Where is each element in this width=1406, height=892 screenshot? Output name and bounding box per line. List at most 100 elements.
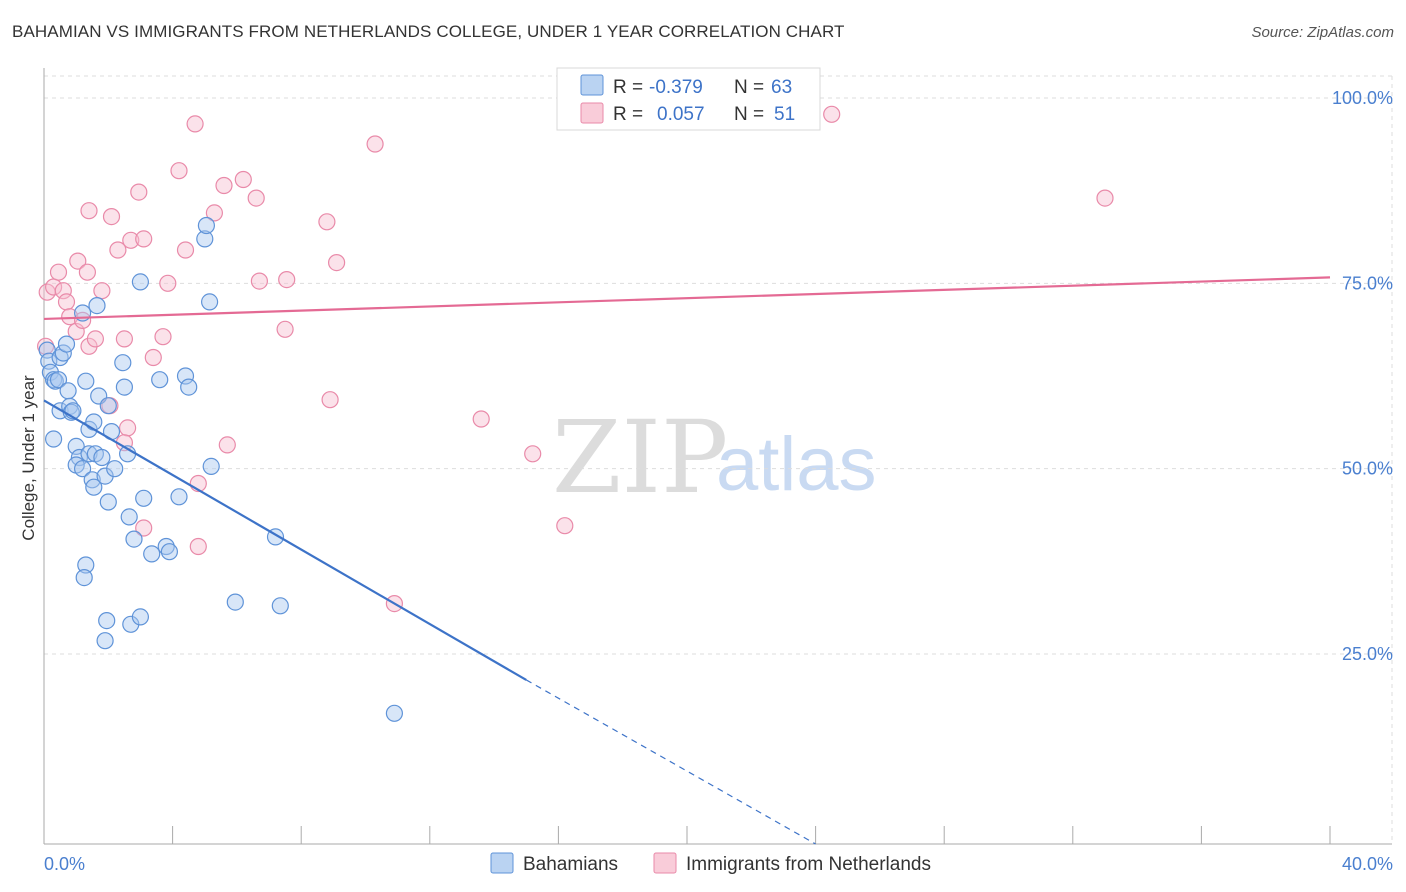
bahamian-point (59, 382, 77, 400)
x-tick-label: 40.0% (1342, 854, 1393, 874)
bahamian-point (131, 273, 149, 291)
bahamian-point (85, 413, 103, 431)
bahamian-point (271, 597, 289, 615)
netherlands-point (159, 274, 177, 292)
netherlands-point (61, 308, 79, 326)
netherlands-point (247, 189, 265, 207)
netherlands-point (69, 252, 87, 270)
netherlands-point (135, 519, 153, 537)
netherlands-point (328, 254, 346, 272)
netherlands-point (234, 170, 252, 189)
source-credit: Source: ZipAtlas.com (1251, 24, 1394, 41)
netherlands-point (80, 202, 98, 220)
netherlands-point (122, 231, 140, 249)
bahamian-point (197, 216, 215, 235)
bahamian-point (96, 632, 114, 650)
stats-r-label-1: R = (613, 77, 643, 98)
trend-line-bahamians (43, 399, 527, 681)
netherlands-point (130, 183, 148, 201)
watermark: ZIP atlas (552, 399, 877, 516)
netherlands-point (278, 271, 296, 289)
stats-swatch-bahamians (580, 74, 604, 96)
netherlands-point (318, 213, 336, 231)
stats-n-label-1: N = (734, 77, 764, 98)
stats-r-label-2: R = (613, 104, 643, 125)
watermark-zip: ZIP (552, 399, 728, 516)
stats-n-label-2: N = (734, 104, 764, 125)
bahamian-point (75, 568, 93, 587)
stats-r-value-2: 0.057 (657, 104, 705, 125)
netherlands-point (823, 105, 841, 123)
netherlands-point (205, 204, 223, 222)
bahamian-point (201, 293, 219, 311)
netherlands-point (57, 293, 76, 311)
legend-label-bahamians: Bahamians (523, 854, 618, 875)
bahamian-point (135, 489, 153, 507)
bahamian-point (115, 378, 134, 396)
legend-swatch-bahamians (490, 852, 514, 874)
tick-labels: 100.0% 75.0% 50.0% 25.0% 0.0% 40.0% (44, 88, 1393, 874)
netherlands-point (250, 272, 268, 290)
netherlands-point (93, 282, 111, 300)
legend-label-netherlands: Immigrants from Netherlands (686, 854, 931, 875)
bahamian-point (80, 445, 98, 463)
netherlands-point (115, 330, 134, 348)
bahamian-point (202, 457, 220, 475)
netherlands-point (215, 176, 233, 195)
watermark-atlas: atlas (716, 422, 877, 507)
bahamian-point (176, 367, 195, 385)
legend-swatch-netherlands (653, 852, 677, 874)
bahamian-point (160, 543, 178, 561)
bahamian-point (180, 378, 198, 396)
bahamian-point (57, 335, 76, 353)
bahamian-point (77, 556, 95, 574)
netherlands-point (366, 135, 384, 153)
stats-box: R = -0.379 N = 63 R = 0.057 N = 51 (556, 67, 821, 131)
bahamian-point (99, 493, 117, 511)
stats-swatch-netherlands (580, 102, 604, 124)
netherlands-point (186, 115, 204, 133)
y-tick-label: 50.0% (1342, 459, 1393, 479)
bahamian-point (151, 371, 169, 389)
y-axis-label: College, Under 1 year (19, 375, 38, 541)
netherlands-point (109, 241, 127, 259)
stats-n-value-2: 51 (774, 104, 795, 125)
netherlands-point (218, 436, 236, 454)
netherlands-point (144, 348, 162, 367)
data-points (36, 105, 1114, 722)
bahamian-point (98, 611, 116, 630)
bahamian-point (157, 537, 175, 556)
bahamian-point (226, 593, 244, 611)
netherlands-point (170, 162, 188, 180)
netherlands-point (54, 282, 72, 300)
netherlands-point (86, 330, 105, 348)
netherlands-point (135, 230, 153, 248)
netherlands-point (49, 263, 68, 281)
x-tick-label: 0.0% (44, 854, 85, 874)
bahamian-point (77, 372, 95, 390)
bahamian-point (73, 460, 92, 478)
bahamian-point (125, 530, 143, 548)
bahamian-point (99, 397, 117, 415)
netherlands-point (556, 517, 574, 535)
axes (43, 68, 1392, 845)
netherlands-point (176, 241, 195, 259)
bahamian-point (170, 488, 188, 506)
bahamian-point (67, 437, 85, 455)
bahamian-point (93, 448, 111, 467)
trend-line-netherlands (43, 276, 1331, 321)
bahamian-point (88, 297, 106, 315)
netherlands-point (321, 391, 339, 409)
netherlands-point (78, 263, 97, 281)
y-tick-label: 25.0% (1342, 644, 1393, 664)
netherlands-point (1096, 189, 1114, 207)
stats-n-value-1: 63 (771, 77, 792, 98)
bahamian-point (54, 344, 72, 362)
bahamian-point (120, 508, 138, 526)
netherlands-point (276, 320, 294, 338)
bahamian-point (143, 545, 161, 563)
stats-r-value-1: -0.379 (649, 77, 703, 98)
bahamian-point (106, 460, 124, 478)
trend-line-bahamians-extension (525, 679, 816, 845)
